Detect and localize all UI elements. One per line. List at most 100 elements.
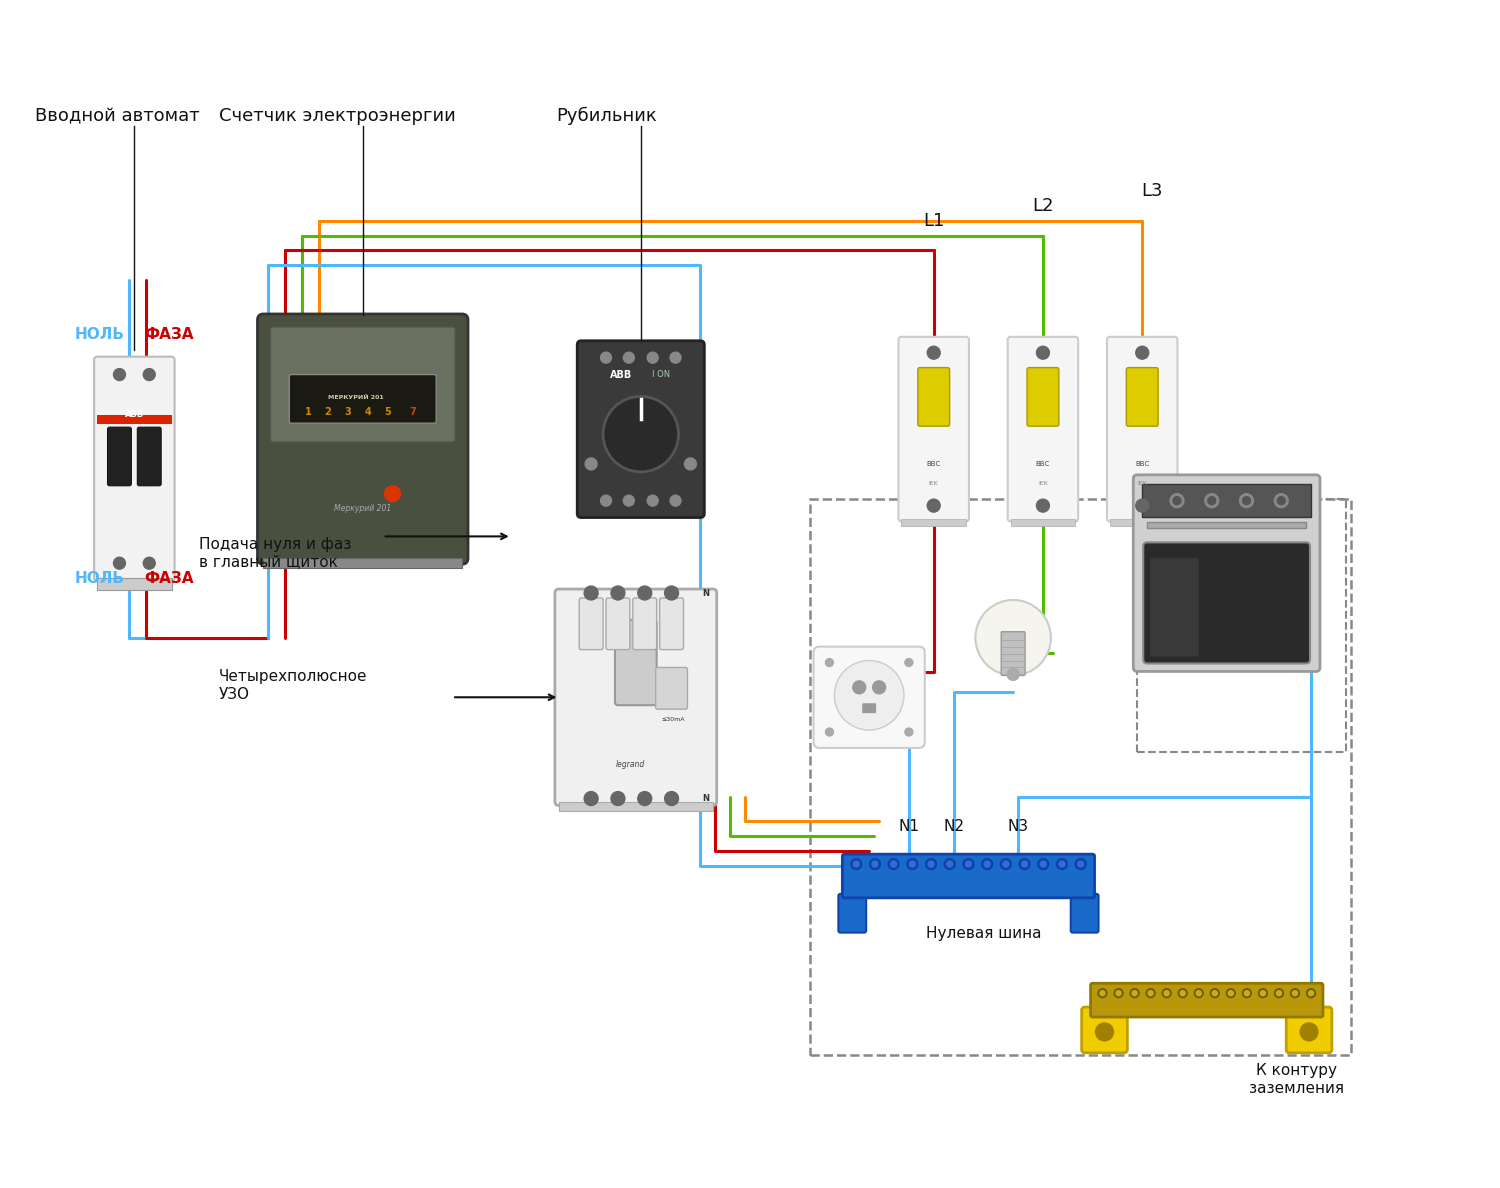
Circle shape bbox=[114, 557, 126, 569]
Circle shape bbox=[584, 586, 598, 600]
Circle shape bbox=[1260, 991, 1266, 996]
Text: 5: 5 bbox=[384, 407, 392, 417]
Text: N3: N3 bbox=[1008, 819, 1029, 834]
Circle shape bbox=[853, 861, 859, 867]
Circle shape bbox=[1258, 988, 1268, 998]
Bar bbox=[98, 416, 171, 424]
Text: МЕРКУРИЙ 201: МЕРКУРИЙ 201 bbox=[328, 394, 384, 400]
Text: НОЛЬ: НОЛЬ bbox=[75, 328, 124, 342]
Text: ≤30mA: ≤30mA bbox=[662, 716, 686, 721]
FancyBboxPatch shape bbox=[813, 646, 925, 748]
Text: ФАЗА: ФАЗА bbox=[144, 328, 194, 342]
Circle shape bbox=[1210, 988, 1219, 998]
FancyBboxPatch shape bbox=[94, 356, 174, 581]
Text: ФАЗА: ФАЗА bbox=[144, 570, 194, 586]
Circle shape bbox=[610, 791, 626, 805]
Text: ВВС: ВВС bbox=[1036, 461, 1050, 467]
FancyBboxPatch shape bbox=[1090, 984, 1323, 1017]
Circle shape bbox=[1000, 859, 1011, 870]
Circle shape bbox=[891, 861, 897, 867]
Circle shape bbox=[1180, 991, 1185, 996]
Circle shape bbox=[1146, 988, 1155, 998]
FancyBboxPatch shape bbox=[1107, 337, 1178, 522]
Circle shape bbox=[1136, 346, 1149, 359]
Circle shape bbox=[1136, 499, 1149, 512]
Circle shape bbox=[1242, 497, 1251, 505]
Circle shape bbox=[825, 728, 834, 737]
Text: Вводной автомат: Вводной автомат bbox=[34, 107, 200, 126]
Circle shape bbox=[1098, 988, 1107, 998]
Circle shape bbox=[1056, 859, 1068, 870]
Circle shape bbox=[584, 791, 598, 805]
Circle shape bbox=[1300, 1023, 1318, 1041]
Circle shape bbox=[638, 586, 651, 600]
Text: N: N bbox=[702, 588, 709, 598]
Circle shape bbox=[1076, 859, 1086, 870]
Text: К контуру
заземления: К контуру заземления bbox=[1248, 1063, 1344, 1095]
Text: 4: 4 bbox=[364, 407, 370, 417]
Circle shape bbox=[834, 661, 904, 731]
Bar bbox=[560, 802, 712, 811]
Text: Меркурий 201: Меркурий 201 bbox=[334, 504, 392, 513]
Text: 2: 2 bbox=[324, 407, 332, 417]
Circle shape bbox=[646, 352, 658, 364]
Circle shape bbox=[1132, 991, 1137, 996]
FancyBboxPatch shape bbox=[1071, 893, 1098, 933]
Circle shape bbox=[1022, 861, 1028, 867]
Text: ВВС: ВВС bbox=[1136, 461, 1149, 467]
Circle shape bbox=[144, 557, 154, 569]
Text: 1: 1 bbox=[304, 407, 312, 417]
Bar bbox=[1148, 522, 1306, 529]
Text: ABB: ABB bbox=[124, 410, 144, 418]
FancyBboxPatch shape bbox=[258, 314, 468, 564]
FancyBboxPatch shape bbox=[138, 428, 160, 486]
Circle shape bbox=[1197, 991, 1202, 996]
Circle shape bbox=[871, 861, 877, 867]
Bar bbox=[98, 579, 171, 590]
Text: N1: N1 bbox=[898, 819, 920, 834]
Bar bbox=[1142, 484, 1311, 517]
Text: L2: L2 bbox=[1032, 197, 1053, 215]
Text: N2: N2 bbox=[944, 819, 964, 834]
Circle shape bbox=[1041, 861, 1046, 867]
Circle shape bbox=[638, 791, 651, 805]
Circle shape bbox=[600, 352, 612, 364]
Text: IEK: IEK bbox=[928, 481, 939, 486]
Circle shape bbox=[1173, 497, 1180, 505]
Circle shape bbox=[1038, 859, 1048, 870]
Text: ВВС: ВВС bbox=[927, 461, 940, 467]
Circle shape bbox=[963, 859, 974, 870]
Circle shape bbox=[1194, 988, 1203, 998]
Circle shape bbox=[114, 368, 126, 380]
FancyBboxPatch shape bbox=[1126, 367, 1158, 426]
Circle shape bbox=[904, 658, 914, 666]
Text: Подача нуля и фаз
в главный щиток: Подача нуля и фаз в главный щиток bbox=[200, 537, 351, 569]
FancyBboxPatch shape bbox=[1134, 475, 1320, 671]
Text: Четырехполюсное
УЗО: Четырехполюсное УЗО bbox=[219, 669, 368, 702]
Circle shape bbox=[610, 586, 626, 600]
FancyBboxPatch shape bbox=[660, 598, 684, 650]
Circle shape bbox=[975, 600, 1052, 676]
Circle shape bbox=[945, 859, 956, 870]
Circle shape bbox=[684, 457, 696, 470]
Circle shape bbox=[144, 368, 154, 380]
Circle shape bbox=[624, 352, 634, 364]
FancyBboxPatch shape bbox=[1286, 1007, 1332, 1053]
Text: IEK: IEK bbox=[1038, 481, 1048, 486]
FancyBboxPatch shape bbox=[862, 703, 876, 713]
Circle shape bbox=[664, 586, 678, 600]
Circle shape bbox=[1276, 991, 1281, 996]
Circle shape bbox=[670, 352, 681, 364]
Text: Рубильник: Рубильник bbox=[556, 107, 657, 126]
Circle shape bbox=[646, 495, 658, 506]
Text: I ON: I ON bbox=[651, 369, 669, 379]
FancyBboxPatch shape bbox=[843, 854, 1095, 898]
Circle shape bbox=[1007, 669, 1019, 681]
Circle shape bbox=[1095, 1023, 1113, 1041]
Circle shape bbox=[1306, 988, 1316, 998]
Circle shape bbox=[984, 861, 990, 867]
FancyBboxPatch shape bbox=[1008, 337, 1078, 522]
Circle shape bbox=[603, 397, 678, 472]
Circle shape bbox=[1116, 991, 1120, 996]
Text: Нулевая шина: Нулевая шина bbox=[926, 927, 1041, 941]
